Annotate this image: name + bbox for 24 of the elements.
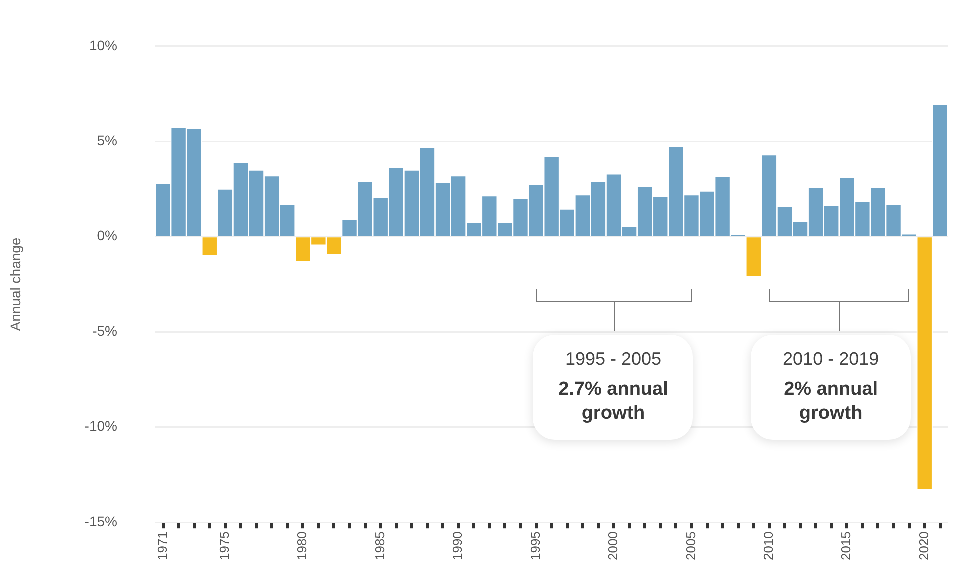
x-tick-label: 1975 — [217, 532, 232, 561]
y-tick-label: -5% — [92, 322, 118, 339]
x-tick-label: 1990 — [450, 532, 466, 561]
x-tick-label: 1985 — [372, 532, 388, 561]
y-tick-label: 0% — [97, 228, 118, 244]
annotation: 2.7% annual growth — [558, 378, 670, 426]
x-tick-label: 1971 — [154, 532, 170, 561]
y-tick-label: 5% — [97, 132, 118, 148]
x-tick-label: 2000 — [606, 532, 621, 561]
annotation: 2010 - 2019 — [782, 348, 880, 370]
y-tick-label: 10% — [89, 37, 118, 54]
callout-box: 2010 - 2019 2% annual growth — [751, 334, 912, 440]
x-tick-label: 1995 — [528, 532, 543, 561]
x-tick-label: 2010 — [761, 532, 776, 561]
x-tick-label: 2020 — [916, 532, 932, 561]
annotation: 2% annual growth — [783, 378, 880, 426]
x-tick-label: 2015 — [838, 532, 854, 561]
callout-box: 1995 - 2005 2.7% annual growth — [533, 334, 694, 440]
x-tick-label: 1980 — [294, 532, 310, 561]
x-tick-label: 2005 — [683, 532, 698, 561]
y-axis-title: Annual change — [7, 238, 24, 332]
annotation: 1995 - 2005 — [564, 348, 663, 370]
y-tick-label: -10% — [84, 418, 118, 434]
y-tick-label: -15% — [84, 513, 118, 530]
